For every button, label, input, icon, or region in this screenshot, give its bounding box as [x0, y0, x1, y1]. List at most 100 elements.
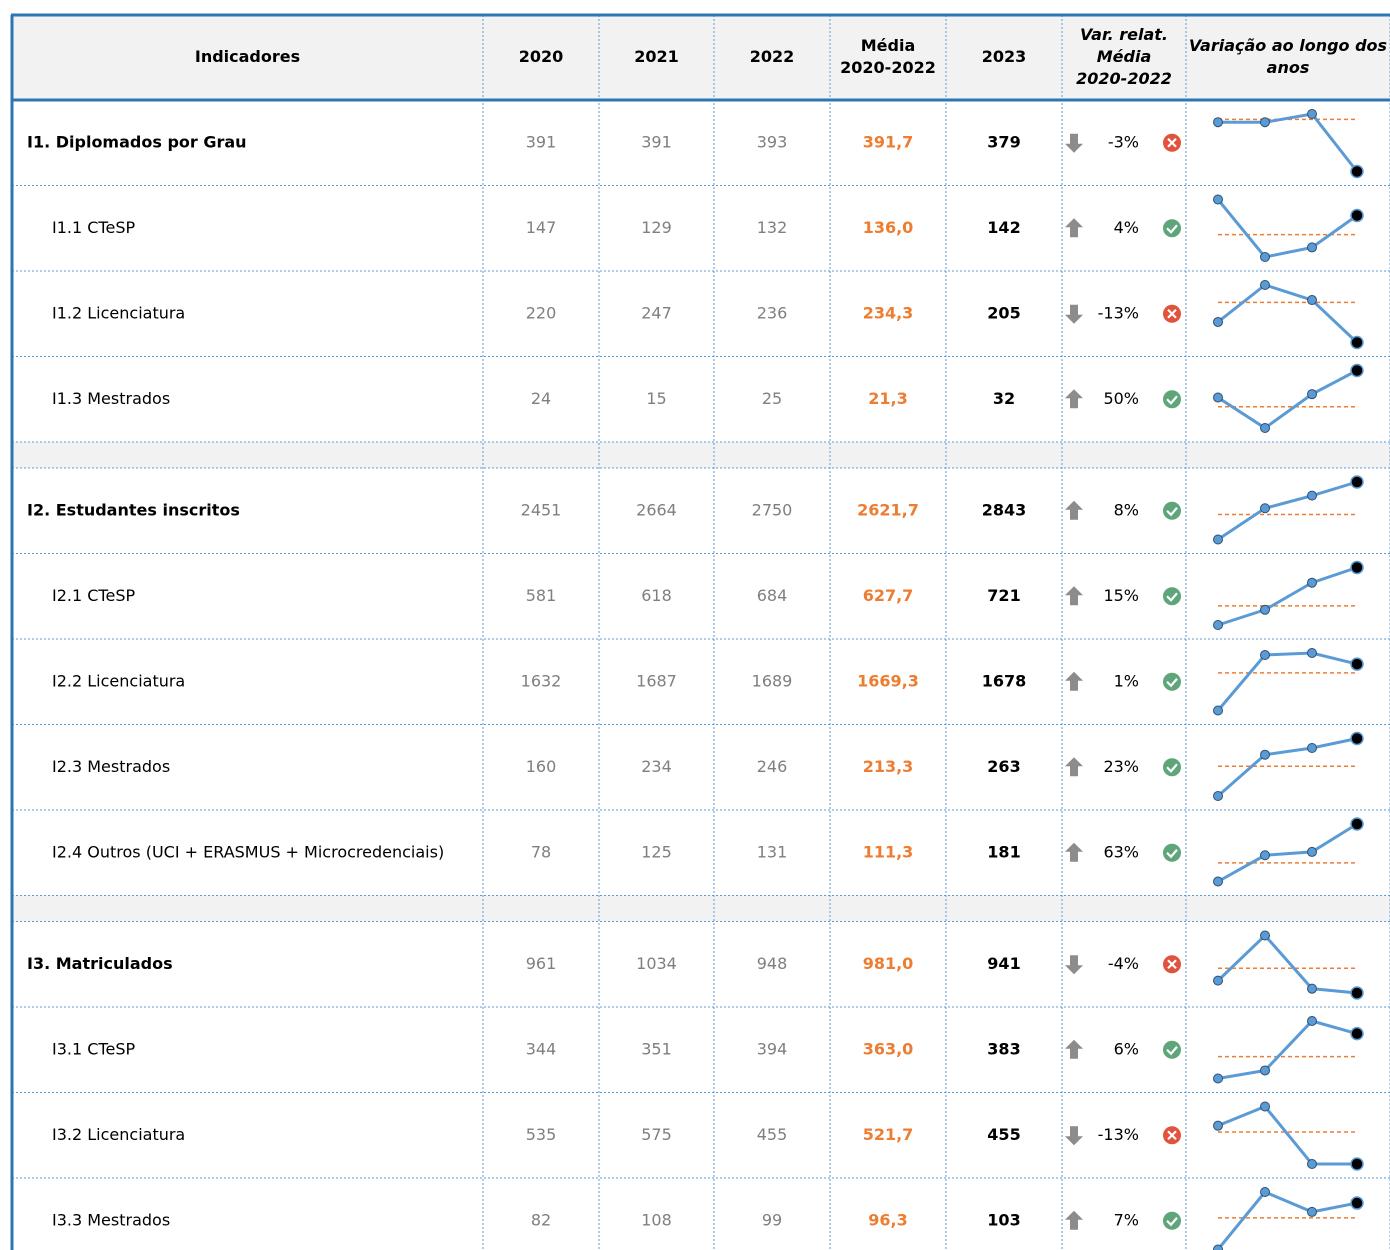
sparkline-point [1307, 1159, 1317, 1169]
year-value: 391 [641, 132, 672, 151]
current-value: 263 [987, 757, 1020, 776]
sparkline-point [1260, 749, 1270, 760]
year-value: 394 [757, 1039, 788, 1058]
year-value: 24 [531, 389, 551, 408]
mean-value: 1669,3 [857, 671, 919, 690]
relative-variation: 50% [1103, 389, 1139, 408]
sparkline-point [1213, 1120, 1223, 1131]
sparkline-point [1213, 117, 1223, 128]
status-glyph [1166, 763, 1178, 773]
header-label: Indicadores [195, 47, 300, 66]
relative-variation: 6% [1114, 1039, 1139, 1058]
sparkline-point [1213, 705, 1223, 716]
status-ok-icon [1163, 1211, 1181, 1230]
year-value: 2451 [521, 500, 562, 519]
sparkline-point [1307, 1206, 1317, 1217]
row-label: I3.1 CTeSP [52, 1039, 135, 1058]
sparkline-point [1260, 604, 1270, 615]
relative-variation: 15% [1103, 586, 1139, 605]
sparkline [1217, 822, 1358, 883]
year-value: 82 [531, 1210, 551, 1229]
sparkline [1217, 1104, 1357, 1166]
sparkline-point [1213, 392, 1223, 403]
year-value: 684 [757, 586, 788, 605]
status-glyph [1166, 1217, 1178, 1227]
arrow-up [1065, 218, 1083, 238]
sparkline-point [1260, 423, 1270, 433]
year-value: 391 [526, 132, 557, 151]
current-value: 1678 [982, 671, 1027, 690]
arrow-up [1065, 757, 1083, 777]
mean-value: 521,7 [863, 1125, 914, 1144]
sparkline-point [1307, 389, 1317, 400]
spacer-row [12, 895, 1390, 922]
arrow-down [1065, 133, 1083, 153]
status-glyph [1167, 959, 1177, 970]
spacer-row [12, 442, 1390, 468]
sparkline-point [1307, 1016, 1317, 1026]
sparkline-last-point [1350, 363, 1364, 378]
status-glyph [1167, 1130, 1177, 1141]
status-glyph [1166, 592, 1178, 602]
year-value: 618 [641, 586, 672, 605]
year-value: 2664 [636, 500, 677, 519]
relative-variation: -4% [1108, 954, 1139, 973]
year-value: 108 [641, 1210, 672, 1229]
sparkline-point [1307, 742, 1317, 753]
sparkline-point [1307, 295, 1317, 306]
header-label: Média [861, 36, 916, 55]
year-value: 246 [757, 757, 788, 776]
sparkline-point [1260, 850, 1270, 861]
current-value: 32 [993, 389, 1015, 408]
arrow-down [1065, 304, 1083, 324]
sparkline-point [1213, 1073, 1223, 1084]
status-glyph [1166, 849, 1178, 859]
sparkline-last-point [1350, 164, 1364, 179]
year-value: 581 [526, 586, 557, 605]
sparkline [1217, 480, 1358, 541]
sparkline-last-point [1350, 817, 1364, 831]
year-value: 236 [757, 303, 788, 322]
relative-variation: 1% [1114, 671, 1139, 690]
current-value: 379 [987, 132, 1020, 151]
arrow-up [1065, 500, 1083, 520]
row-label: I2.4 Outros (UCI + ERASMUS + Microcreden… [52, 842, 444, 861]
sparkline-point [1213, 316, 1223, 327]
sparkline-point [1260, 650, 1270, 661]
relative-variation: -3% [1108, 132, 1139, 151]
status-glyph [1167, 308, 1177, 319]
year-value: 147 [526, 218, 557, 237]
mean-value: 136,0 [863, 218, 914, 237]
row-label: I3.3 Mestrados [52, 1210, 170, 1229]
status-glyph [1166, 1046, 1178, 1056]
header-label: 2021 [634, 47, 679, 66]
sparkline-point [1260, 252, 1270, 262]
sparkline-point [1307, 242, 1317, 253]
row-label: I1.2 Licenciatura [52, 303, 185, 322]
year-value: 125 [641, 842, 672, 861]
current-value: 142 [987, 218, 1020, 237]
header-label: Média [1097, 47, 1152, 66]
year-value: 393 [757, 132, 788, 151]
header-label: 2020 [519, 47, 564, 66]
year-value: 220 [526, 303, 557, 322]
year-value: 78 [531, 842, 551, 861]
sparkline-point [1307, 983, 1317, 994]
sparkline-point [1307, 648, 1317, 658]
arrow-up [1065, 1039, 1083, 1059]
status-glyph [1166, 224, 1178, 234]
row-label: I1.1 CTeSP [52, 218, 135, 237]
sparkline [1217, 566, 1358, 627]
mean-value: 96,3 [868, 1210, 907, 1229]
year-value: 25 [762, 389, 782, 408]
sparkline-point [1260, 1101, 1270, 1112]
header-label: Var. relat. [1080, 25, 1168, 44]
header-label: 2023 [982, 47, 1027, 66]
row-label: I2.3 Mestrados [52, 757, 170, 776]
row-label: I1. Diplomados por Grau [27, 132, 247, 151]
status-glyph [1166, 507, 1178, 517]
sparkline-last-point [1350, 475, 1364, 489]
year-value: 15 [646, 389, 666, 408]
year-value: 99 [762, 1210, 782, 1229]
status-glyph [1166, 395, 1178, 405]
